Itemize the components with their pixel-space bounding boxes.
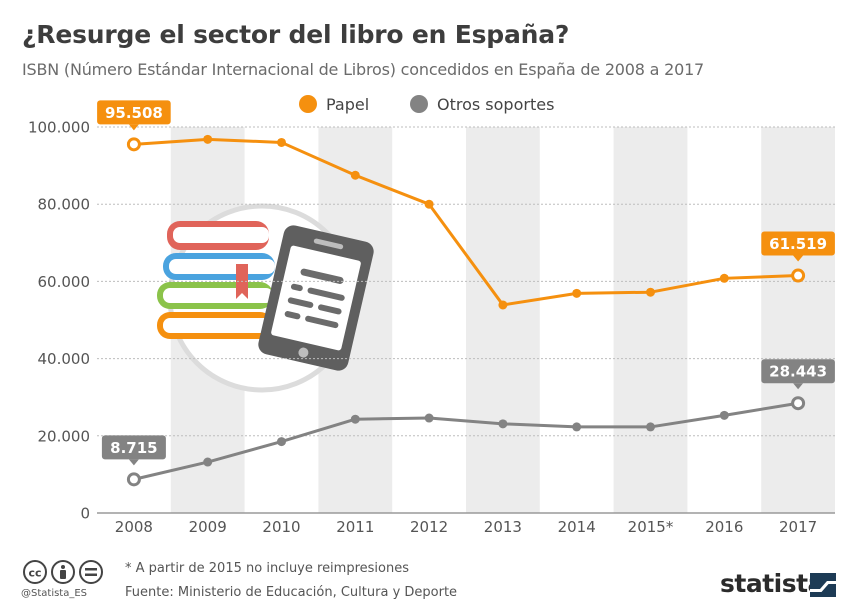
cc-icon [23,560,47,584]
legend: Papel Otros soportes [299,95,554,114]
column-band [613,127,688,513]
x-tick-label: 2015* [628,518,674,536]
axes: 0 20.000 40.000 60.000 80.000 100.000 2008 2009… [28,119,817,537]
column-band [466,127,540,513]
data-point [126,137,141,152]
y-tick-label: 80.000 [38,196,91,214]
x-tick-label: 2013 [484,518,522,536]
statista-logo: statista [720,569,824,598]
data-point [646,287,655,297]
data-point [572,422,582,432]
y-tick-label: 20.000 [38,427,91,445]
legend-marker [299,95,317,113]
data-label-box [761,231,835,256]
data-point [646,422,655,432]
legend-label: Papel [326,95,369,114]
data-label-pointer [793,255,804,262]
data-label-box [101,435,166,460]
data-point [277,137,286,147]
y-tick-label: 100.000 [28,119,90,137]
tablet-icon [258,225,374,371]
chart-subtitle: ISBN (Número Estándar Internacional de L… [22,60,705,79]
series-lines [126,134,806,487]
data-point [498,300,508,310]
series-line [133,137,799,307]
statista-handle: @Statista_ES [21,588,88,599]
data-label-pointer [793,383,804,390]
data-point [350,170,360,180]
x-tick-label: 2014 [558,518,596,536]
data-label-box [761,359,835,384]
data-point [277,437,286,447]
y-tick-label: 40.000 [38,350,91,368]
data-point [424,413,434,423]
data-point [498,419,508,429]
x-tick-label: 2016 [705,518,743,536]
x-tick-label: 2010 [262,518,300,536]
data-point [126,472,141,487]
series-line [133,401,799,481]
x-tick-label: 2011 [336,518,374,536]
data-label-box [97,100,171,125]
data-point [203,457,213,467]
data-point [719,410,729,420]
x-tick-label: 2009 [189,518,227,536]
data-label: 95.508 [105,104,163,122]
data-point [572,288,582,298]
x-tick-label: 2008 [115,518,153,536]
chart-title: ¿Resurge el sector del libro en España? [22,20,570,49]
data-label: 28.443 [769,363,827,381]
no-derivatives-icon [79,560,103,584]
y-tick-label: 60.000 [38,273,91,291]
data-point [791,396,806,411]
data-label: 61.519 [769,235,827,253]
data-label-pointer [128,124,139,131]
column-band [761,127,835,513]
legend-marker [410,95,428,113]
source-note: Fuente: Ministerio de Educación, Cultura… [125,585,458,600]
x-tick-label: 2017 [779,518,817,536]
x-tick-label: 2012 [410,518,448,536]
data-labels: 95.508 61.519 8.715 28.443 [97,100,835,466]
data-point [424,199,434,209]
attribution-icon [51,560,75,584]
legend-label: Otros soportes [437,95,554,114]
creative-commons-icons: cc [23,560,103,584]
data-label: 8.715 [110,439,157,457]
data-label-pointer [128,459,139,466]
footnote: * A partir de 2015 no incluye reimpresio… [125,561,409,576]
svg-text:cc: cc [28,567,41,580]
data-point [719,273,729,283]
data-point [791,268,806,283]
books-tablet-illustration [157,203,374,393]
book-stack-icon [157,221,275,339]
y-tick-label: 0 [80,505,90,523]
line-chart: 0 20.000 40.000 60.000 80.000 100.000 2008 2009… [28,95,835,537]
statista-logo-icon [810,573,836,597]
grid-lines [97,126,835,514]
data-point [350,414,360,424]
data-point [203,134,213,144]
